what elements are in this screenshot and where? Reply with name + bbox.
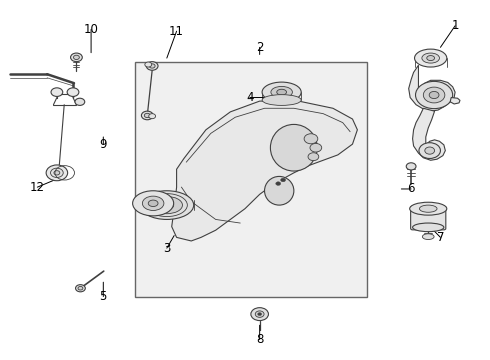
- Circle shape: [406, 163, 416, 170]
- Circle shape: [258, 313, 262, 316]
- Text: 2: 2: [256, 41, 264, 54]
- Polygon shape: [413, 108, 445, 160]
- Ellipse shape: [415, 49, 447, 67]
- Text: 9: 9: [99, 138, 107, 150]
- Ellipse shape: [151, 197, 182, 214]
- Circle shape: [67, 88, 79, 96]
- Ellipse shape: [270, 125, 318, 171]
- Ellipse shape: [413, 223, 444, 231]
- Circle shape: [75, 285, 85, 292]
- Polygon shape: [409, 65, 455, 111]
- Ellipse shape: [271, 86, 293, 98]
- Ellipse shape: [148, 200, 158, 207]
- Text: 12: 12: [30, 181, 45, 194]
- Ellipse shape: [143, 196, 164, 211]
- Circle shape: [51, 88, 63, 96]
- Ellipse shape: [422, 53, 440, 63]
- Circle shape: [46, 165, 68, 181]
- Ellipse shape: [427, 55, 435, 60]
- Circle shape: [149, 64, 155, 68]
- Circle shape: [308, 153, 319, 161]
- Text: 7: 7: [437, 231, 444, 244]
- Text: 3: 3: [163, 242, 171, 255]
- Circle shape: [50, 168, 63, 177]
- Ellipse shape: [262, 95, 301, 105]
- Circle shape: [304, 134, 318, 144]
- Circle shape: [78, 287, 83, 290]
- Ellipse shape: [422, 234, 434, 239]
- Text: 11: 11: [169, 25, 184, 38]
- Ellipse shape: [419, 205, 437, 212]
- Circle shape: [419, 143, 441, 158]
- Circle shape: [145, 62, 152, 67]
- Circle shape: [276, 182, 281, 185]
- Circle shape: [75, 98, 85, 105]
- Circle shape: [74, 55, 79, 59]
- Text: 6: 6: [407, 183, 415, 195]
- Circle shape: [147, 62, 158, 70]
- Text: 1: 1: [451, 19, 459, 32]
- Circle shape: [149, 114, 156, 119]
- Ellipse shape: [262, 82, 301, 102]
- Ellipse shape: [265, 176, 294, 205]
- Text: 10: 10: [84, 23, 98, 36]
- FancyBboxPatch shape: [135, 62, 367, 297]
- Circle shape: [255, 311, 264, 318]
- Ellipse shape: [410, 202, 447, 215]
- Ellipse shape: [160, 201, 173, 210]
- Text: 8: 8: [256, 333, 263, 346]
- Circle shape: [142, 111, 153, 120]
- Polygon shape: [172, 101, 357, 241]
- Circle shape: [423, 87, 445, 103]
- Circle shape: [54, 171, 60, 175]
- Text: 5: 5: [99, 290, 107, 303]
- Circle shape: [310, 143, 322, 152]
- Circle shape: [416, 81, 453, 109]
- FancyBboxPatch shape: [411, 206, 446, 230]
- Circle shape: [281, 178, 286, 182]
- Polygon shape: [450, 98, 460, 104]
- Ellipse shape: [140, 191, 194, 220]
- Ellipse shape: [133, 191, 173, 216]
- Circle shape: [429, 91, 439, 99]
- Text: 4: 4: [246, 91, 254, 104]
- Circle shape: [251, 308, 269, 320]
- Circle shape: [145, 113, 150, 118]
- Ellipse shape: [277, 89, 287, 95]
- Circle shape: [425, 147, 435, 154]
- Circle shape: [71, 53, 82, 62]
